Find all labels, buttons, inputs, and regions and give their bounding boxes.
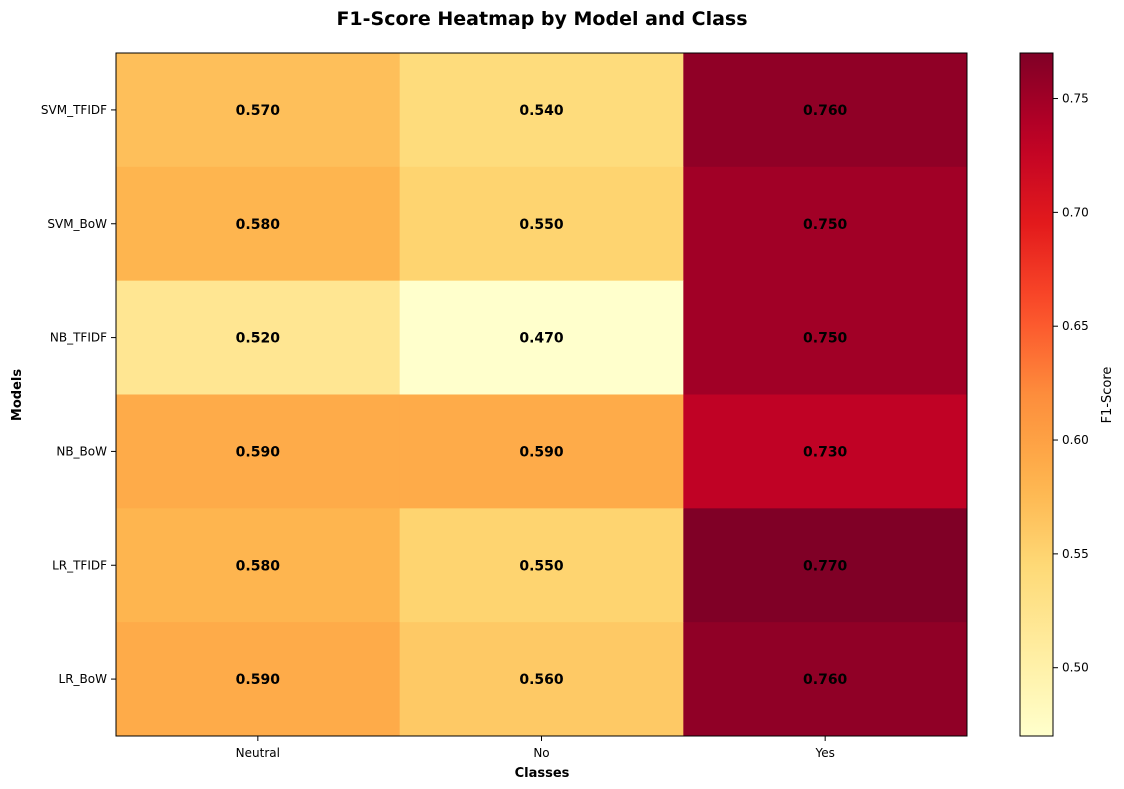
heatmap-cell [116, 166, 401, 282]
heatmap-cell [683, 280, 968, 395]
colorbar-tick-label: 0.60 [1062, 433, 1089, 447]
y-axis-label: Models [10, 369, 25, 421]
y-axis: SVM_TFIDF SVM_BoW NB_TFIDF NB_BoW LR_TFIDF LR… [41, 103, 116, 686]
y-tick-label: LR_TFIDF [52, 558, 107, 572]
heatmap-cell [116, 280, 401, 395]
x-tick-label: Yes [814, 746, 834, 760]
cell-value-label: 0.470 [519, 331, 564, 347]
heatmap-cell [116, 508, 401, 623]
cell-value-label: 0.550 [519, 217, 564, 233]
cell-value-label: 0.550 [519, 558, 564, 574]
cell-value-label: 0.760 [803, 672, 848, 688]
y-tick-label: LR_BoW [59, 672, 108, 686]
cell-value-label: 0.570 [236, 103, 281, 119]
cell-value-label: 0.730 [803, 444, 848, 460]
colorbar-ticks: 0.50 0.55 0.60 0.65 0.70 0.75 [1053, 92, 1089, 675]
heatmap-cell [683, 53, 968, 168]
colorbar-label: F1-Score [1100, 367, 1115, 424]
colorbar [1019, 52, 1054, 737]
colorbar-tick-label: 0.75 [1062, 92, 1089, 106]
heatmap-cell-labels: 0.570 0.540 0.760 0.580 0.550 0.750 0.520 0.470… [236, 103, 848, 688]
heatmap-cell [683, 508, 968, 623]
cell-value-label: 0.750 [803, 217, 848, 233]
x-axis-label: Classes [515, 766, 570, 781]
heatmap-cell [116, 53, 401, 168]
heatmap-cell [399, 508, 684, 623]
x-tick-label: Neutral [236, 746, 280, 760]
heatmap-cell [683, 166, 968, 282]
heatmap-cell [116, 394, 401, 509]
colorbar-tick-label: 0.65 [1062, 319, 1089, 333]
cell-value-label: 0.750 [803, 331, 848, 347]
y-tick-label: SVM_TFIDF [41, 103, 107, 117]
cell-value-label: 0.540 [519, 103, 564, 119]
heatmap-cell [399, 166, 684, 282]
heatmap-cell [116, 622, 401, 737]
cell-value-label: 0.590 [236, 444, 281, 460]
heatmap-cell [683, 622, 968, 737]
cell-value-label: 0.560 [519, 672, 564, 688]
colorbar-tick-label: 0.50 [1062, 661, 1089, 675]
chart-title: F1-Score Heatmap by Model and Class [336, 8, 747, 30]
colorbar-tick-label: 0.55 [1062, 547, 1089, 561]
cell-value-label: 0.760 [803, 103, 848, 119]
cell-value-label: 0.770 [803, 558, 848, 574]
heatmap-cell [399, 53, 684, 168]
y-tick-label: SVM_BoW [47, 217, 107, 231]
cell-value-label: 0.590 [519, 444, 564, 460]
heatmap-cell [399, 622, 684, 737]
colorbar-tick-label: 0.70 [1062, 205, 1089, 219]
heatmap-cell [399, 280, 684, 395]
cell-value-label: 0.580 [236, 217, 281, 233]
y-tick-label: NB_TFIDF [50, 331, 107, 345]
cell-value-label: 0.580 [236, 558, 281, 574]
heatmap-cell [399, 394, 684, 509]
heatmap-cells [116, 53, 968, 737]
cell-value-label: 0.590 [236, 672, 281, 688]
x-axis: Neutral No Yes [236, 736, 835, 760]
y-tick-label: NB_BoW [56, 444, 107, 458]
cell-value-label: 0.520 [236, 331, 281, 347]
heatmap-cell [683, 394, 968, 509]
x-tick-label: No [533, 746, 549, 760]
